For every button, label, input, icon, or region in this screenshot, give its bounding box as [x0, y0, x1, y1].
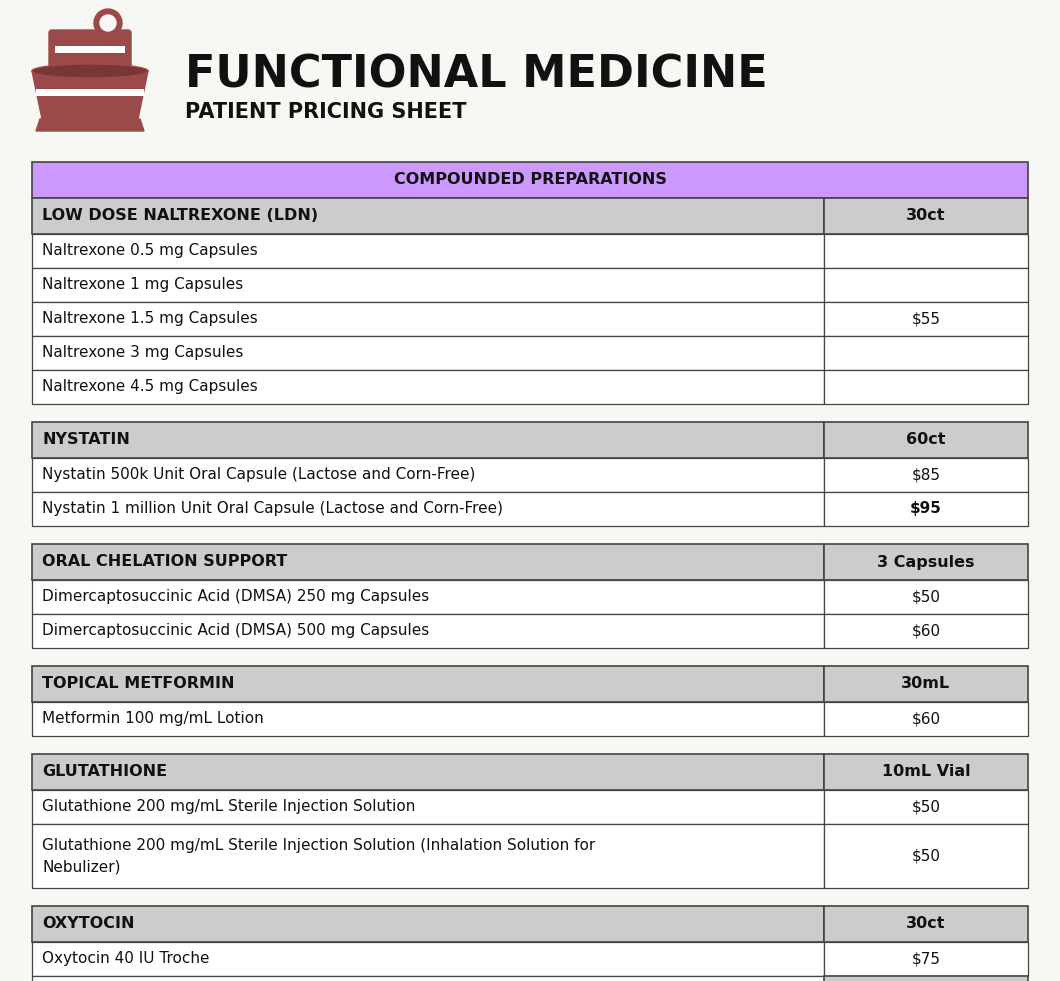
Bar — [824, 666, 1028, 702]
Text: NYSTATIN: NYSTATIN — [42, 433, 130, 447]
Bar — [824, 790, 1028, 824]
Bar — [824, 702, 1028, 736]
Text: COMPOUNDED PREPARATIONS: COMPOUNDED PREPARATIONS — [393, 173, 667, 187]
Bar — [824, 198, 1028, 234]
Bar — [55, 46, 125, 53]
Text: PATIENT PRICING SHEET: PATIENT PRICING SHEET — [186, 102, 466, 122]
Bar — [32, 302, 824, 336]
Text: $50: $50 — [912, 849, 940, 863]
Bar — [32, 422, 824, 458]
Bar — [824, 906, 1028, 942]
Text: $75: $75 — [912, 952, 940, 966]
Text: Naltrexone 1.5 mg Capsules: Naltrexone 1.5 mg Capsules — [42, 312, 258, 327]
Text: 30ct: 30ct — [906, 209, 946, 224]
Bar — [824, 544, 1028, 580]
Text: Naltrexone 0.5 mg Capsules: Naltrexone 0.5 mg Capsules — [42, 243, 258, 259]
Bar — [824, 824, 1028, 888]
Bar — [32, 790, 824, 824]
Bar — [32, 336, 824, 370]
Bar — [824, 302, 1028, 336]
Bar — [824, 422, 1028, 458]
Bar — [32, 234, 824, 268]
Bar — [824, 942, 1028, 976]
Text: $60: $60 — [912, 711, 940, 727]
Bar — [824, 458, 1028, 492]
Polygon shape — [32, 71, 148, 119]
Bar — [32, 702, 824, 736]
Bar — [824, 336, 1028, 370]
Text: Nystatin 1 million Unit Oral Capsule (Lactose and Corn-Free): Nystatin 1 million Unit Oral Capsule (La… — [42, 501, 504, 517]
Bar — [824, 580, 1028, 614]
Text: Glutathione 200 mg/mL Sterile Injection Solution (Inhalation Solution for
Nebuli: Glutathione 200 mg/mL Sterile Injection … — [42, 838, 596, 874]
Bar — [32, 268, 824, 302]
Text: Glutathione 200 mg/mL Sterile Injection Solution: Glutathione 200 mg/mL Sterile Injection … — [42, 800, 416, 814]
Text: Nystatin 500k Unit Oral Capsule (Lactose and Corn-Free): Nystatin 500k Unit Oral Capsule (Lactose… — [42, 468, 475, 483]
Bar — [32, 198, 824, 234]
Bar — [32, 976, 824, 981]
Text: TOPICAL METFORMIN: TOPICAL METFORMIN — [42, 677, 234, 692]
Text: $55: $55 — [912, 312, 940, 327]
Text: Naltrexone 4.5 mg Capsules: Naltrexone 4.5 mg Capsules — [42, 380, 258, 394]
Polygon shape — [36, 119, 144, 131]
Text: GLUTATHIONE: GLUTATHIONE — [42, 764, 167, 780]
Text: 10mL Vial: 10mL Vial — [882, 764, 970, 780]
Text: 30mL: 30mL — [901, 677, 951, 692]
Text: Oxytocin 40 IU Troche: Oxytocin 40 IU Troche — [42, 952, 210, 966]
Text: LOW DOSE NALTREXONE (LDN): LOW DOSE NALTREXONE (LDN) — [42, 209, 318, 224]
Text: 60ct: 60ct — [906, 433, 946, 447]
Bar — [824, 492, 1028, 526]
Bar — [32, 824, 824, 888]
Bar — [36, 89, 144, 96]
Text: 3 Capsules: 3 Capsules — [878, 554, 974, 570]
Circle shape — [94, 9, 122, 37]
Bar — [824, 370, 1028, 404]
Circle shape — [100, 15, 116, 31]
Bar — [32, 906, 824, 942]
Bar — [32, 942, 824, 976]
Bar — [32, 754, 824, 790]
Text: Naltrexone 1 mg Capsules: Naltrexone 1 mg Capsules — [42, 278, 243, 292]
Text: OXYTOCIN: OXYTOCIN — [42, 916, 135, 932]
Text: 30ct: 30ct — [906, 916, 946, 932]
Text: $50: $50 — [912, 800, 940, 814]
Text: $95: $95 — [909, 501, 942, 517]
Text: Metformin 100 mg/mL Lotion: Metformin 100 mg/mL Lotion — [42, 711, 264, 727]
Bar — [824, 754, 1028, 790]
Bar — [32, 614, 824, 648]
Text: Dimercaptosuccinic Acid (DMSA) 500 mg Capsules: Dimercaptosuccinic Acid (DMSA) 500 mg Ca… — [42, 624, 429, 639]
Bar — [32, 458, 824, 492]
Bar — [32, 162, 1028, 198]
Text: $50: $50 — [912, 590, 940, 604]
Bar — [32, 370, 824, 404]
Bar — [824, 976, 1028, 981]
Bar — [32, 666, 824, 702]
Bar — [824, 614, 1028, 648]
Text: ORAL CHELATION SUPPORT: ORAL CHELATION SUPPORT — [42, 554, 287, 570]
FancyBboxPatch shape — [49, 30, 131, 74]
Ellipse shape — [32, 64, 148, 78]
Text: $85: $85 — [912, 468, 940, 483]
Bar — [32, 492, 824, 526]
Text: Dimercaptosuccinic Acid (DMSA) 250 mg Capsules: Dimercaptosuccinic Acid (DMSA) 250 mg Ca… — [42, 590, 429, 604]
Text: Naltrexone 3 mg Capsules: Naltrexone 3 mg Capsules — [42, 345, 244, 360]
Bar — [32, 544, 824, 580]
Bar — [32, 580, 824, 614]
Text: FUNCTIONAL MEDICINE: FUNCTIONAL MEDICINE — [186, 54, 767, 96]
Bar — [824, 234, 1028, 268]
Bar — [824, 268, 1028, 302]
Text: $60: $60 — [912, 624, 940, 639]
